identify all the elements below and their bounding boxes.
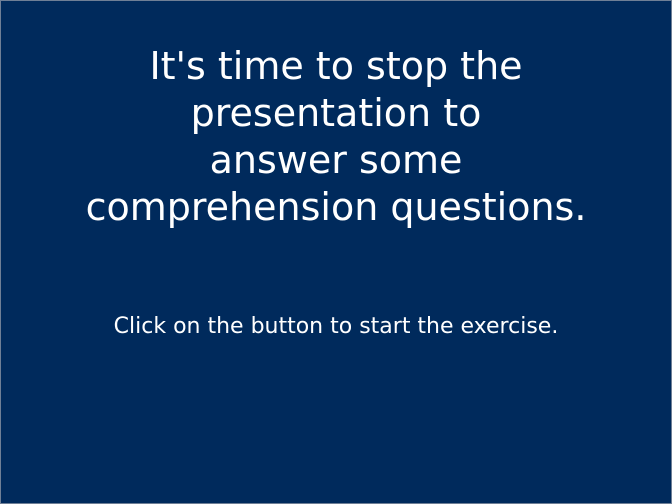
headline-line-2: presentation to <box>190 91 482 135</box>
headline-line-3: answer some <box>209 138 463 182</box>
headline-line-1: It's time to stop the <box>149 44 523 88</box>
headline-line-4: comprehension questions. <box>85 185 587 229</box>
slide-headline: It's time to stop the presentation to an… <box>21 43 651 231</box>
exercise-instruction: Click on the button to start the exercis… <box>113 314 559 339</box>
